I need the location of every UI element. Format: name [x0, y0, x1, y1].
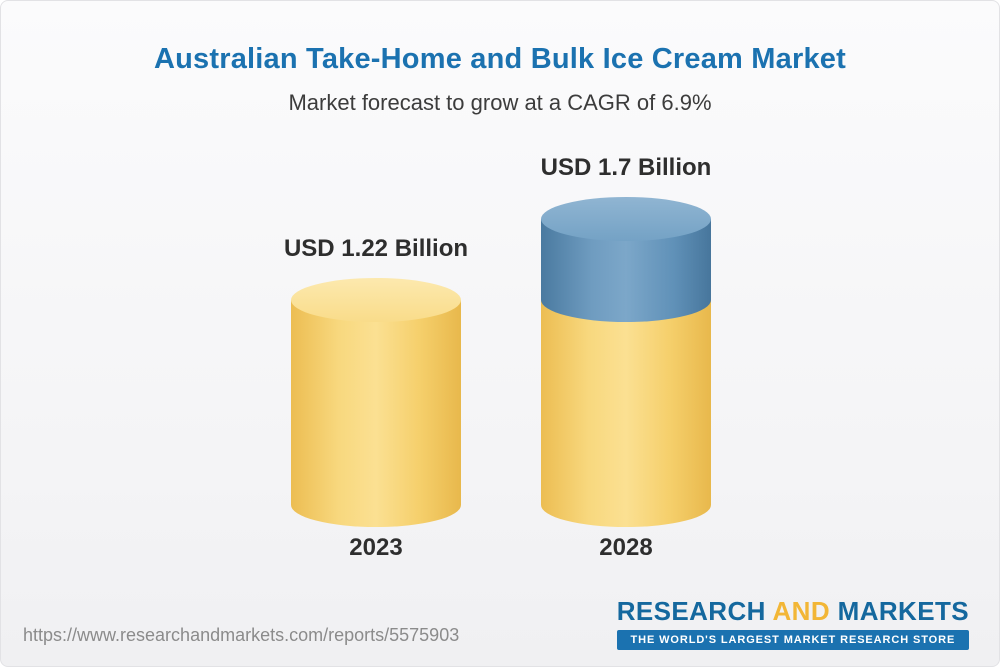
value-label-2023: USD 1.22 Billion: [283, 235, 469, 263]
chart-title: Australian Take-Home and Bulk Ice Cream …: [153, 43, 846, 75]
cylinder-top-ellipse: [291, 278, 461, 323]
source-url: https://www.researchandmarkets.com/repor…: [23, 625, 460, 645]
bar-group-2023: USD 1.22 Billion 2023: [246, 235, 506, 562]
bar-group-2028: USD 1.7 Billion 2028: [496, 154, 756, 562]
logo-word-and: AND: [772, 596, 831, 626]
bar-segment-base: [291, 300, 461, 527]
cylinder-2028: [541, 197, 711, 527]
axis-label-2023: 2023: [349, 534, 403, 561]
logo-word-markets: MARKETS: [837, 596, 969, 626]
value-label-2028: USD 1.7 Billion: [540, 154, 712, 182]
logo-tagline: THE WORLD'S LARGEST MARKET RESEARCH STOR…: [616, 630, 969, 650]
logo-word-research: RESEARCH: [616, 596, 766, 626]
research-and-markets-logo: RESEARCH AND MARKETS THE WORLD'S LARGEST…: [616, 596, 969, 650]
axis-label-2028: 2028: [599, 534, 653, 561]
cylinder-top-ellipse: [541, 197, 711, 242]
logo-wordmark: RESEARCH AND MARKETS: [617, 596, 969, 627]
bar-segment-base: [541, 300, 711, 527]
chart-subtitle: Market forecast to grow at a CAGR of 6.9…: [288, 90, 712, 115]
cylinder-2023: [291, 278, 461, 527]
